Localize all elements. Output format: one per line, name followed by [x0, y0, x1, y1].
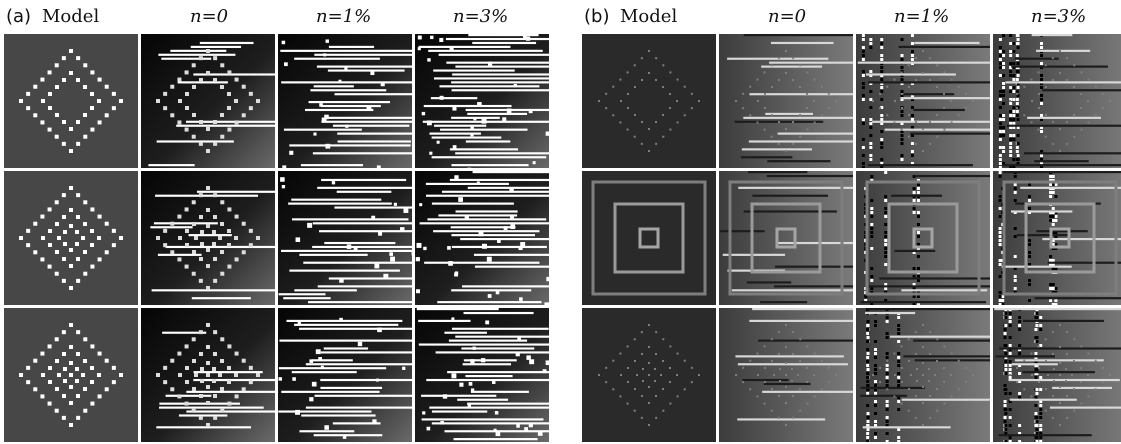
panel-a-tile-r3-c3: [278, 308, 412, 442]
panel-a-header: (a) Model n=0 n=1% n=3%: [0, 0, 556, 34]
panel-a: (a) Model n=0 n=1% n=3%: [0, 0, 556, 444]
panel-a-tile-r2-c4: [415, 171, 549, 305]
panel-a-tile-r3-c2: [141, 308, 275, 442]
panel-a-label: (a): [6, 6, 32, 27]
panel-a-tile-r1-c4: [415, 34, 549, 168]
panel-a-tile-r3-c1: [4, 308, 138, 442]
panel-a-tile-r1-c1: [4, 34, 138, 168]
panel-a-tile-r3-c4: [415, 308, 549, 442]
panel-a-col-n1: n=1%: [316, 6, 372, 27]
panel-b-tile-r3-c3: [856, 308, 990, 442]
panel-b-col-n3: n=3%: [1031, 6, 1087, 27]
panel-b-tile-r2-c4: [993, 171, 1121, 305]
panel-b-tile-r1-c1: [582, 34, 716, 168]
panel-b-tile-r1-c3: [856, 34, 990, 168]
panel-b-tile-r3-c2: [719, 308, 853, 442]
panel-a-tile-r1-c2: [141, 34, 275, 168]
panel-a-tile-r2-c2: [141, 171, 275, 305]
panel-a-col-model: Model: [42, 6, 100, 27]
panel-b-col-model: Model: [620, 6, 678, 27]
panel-a-tile-r1-c3: [278, 34, 412, 168]
panel-b-tile-r2-c2: [719, 171, 853, 305]
panel-b-tile-r1-c4: [993, 34, 1121, 168]
panel-a-col-n0: n=0: [190, 6, 229, 27]
panel-a-col-n3: n=3%: [453, 6, 509, 27]
panel-b-tile-r1-c2: [719, 34, 853, 168]
panel-b: (b) Model n=0 n=1% n=3%: [578, 0, 1121, 444]
panel-b-col-n0: n=0: [768, 6, 807, 27]
panel-a-tile-r2-c3: [278, 171, 412, 305]
panel-b-tile-r3-c4: [993, 308, 1121, 442]
panel-b-header: (b) Model n=0 n=1% n=3%: [578, 0, 1121, 34]
panel-a-tile-r2-c1: [4, 171, 138, 305]
panel-b-tile-r2-c3: [856, 171, 990, 305]
panel-b-col-n1: n=1%: [894, 6, 950, 27]
panel-b-label: (b): [584, 6, 610, 27]
panel-b-tile-r2-c1: [582, 171, 716, 305]
panel-b-tile-r3-c1: [582, 308, 716, 442]
